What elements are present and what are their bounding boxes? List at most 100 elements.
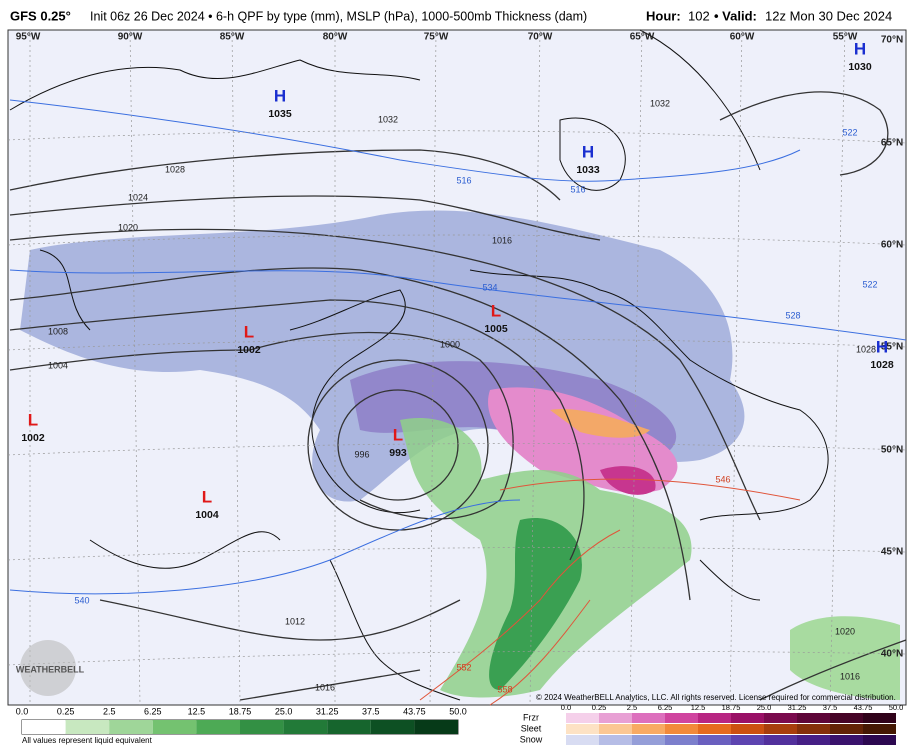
rain-scale-label: 50.0: [449, 706, 467, 716]
mixed-scale-swatch: [632, 735, 665, 745]
rain-scale-swatch: [414, 720, 458, 734]
mixed-scale-swatch: [830, 713, 863, 723]
mixed-scale-swatch: [698, 713, 731, 723]
thickness-label: 516: [456, 175, 471, 185]
longitude-label: 55°W: [833, 32, 858, 43]
isobar-label: 1016: [315, 682, 335, 692]
mixed-scale-swatch: [665, 724, 698, 734]
mixed-scale-swatch: [698, 724, 731, 734]
rain-scale-label: 43.75: [403, 706, 426, 716]
mixed-scale-label: 43.75: [854, 703, 873, 712]
parallel: [7, 650, 907, 666]
thickness-label: 540: [74, 595, 89, 605]
thickness-label: 546: [715, 474, 730, 484]
thickness-label: 522: [842, 127, 857, 137]
heavy-freezing-rain: [600, 466, 656, 495]
rain-scale-swatch: [240, 720, 284, 734]
graticule: [7, 29, 907, 706]
isobar-label: 1020: [835, 626, 855, 636]
pressure-center-value: 1002: [21, 432, 45, 444]
mixed-scale-swatch: [731, 713, 764, 723]
copyright: © 2024 WeatherBELL Analytics, LLC. All r…: [536, 693, 896, 702]
isobar-label: 1028: [856, 344, 876, 354]
rain-scale-label: 18.75: [229, 706, 252, 716]
mixed-scale-label: 12.5: [691, 703, 706, 712]
mixed-scale-label: 25.0: [757, 703, 772, 712]
mixed-scale-swatch: [863, 735, 896, 745]
isobar-label: 996: [354, 449, 369, 459]
latitude-label: 70°N: [881, 35, 903, 46]
mixed-scale-swatch: [698, 735, 731, 745]
rain-scale-label: 2.5: [103, 706, 116, 716]
isobar-label: 1032: [650, 98, 670, 108]
logo: WEATHERBELL: [16, 640, 85, 696]
mixed-scale-swatch: [797, 724, 830, 734]
longitude-label: 70°W: [528, 32, 553, 43]
longitude-label: 80°W: [323, 32, 348, 43]
thickness-label: 522: [862, 279, 877, 289]
latitude-label: 55°N: [881, 342, 903, 353]
mixed-scale-swatch: [764, 713, 797, 723]
hour: 102: [688, 8, 710, 23]
pressure-center-type: L: [393, 425, 403, 444]
mixed-scale-label: 18.75: [722, 703, 741, 712]
rain-scale-swatch: [65, 720, 110, 734]
longitude-label: 95°W: [16, 32, 41, 43]
pressure-center-value: 1004: [195, 509, 219, 521]
mixed-scale-label: 50.0: [889, 703, 904, 712]
legend-note: All values represent liquid equivalent: [22, 736, 153, 745]
rain-scale-label: 12.5: [188, 706, 206, 716]
rain-scale-label: 0.25: [57, 706, 75, 716]
mixed-scale-label: 0.25: [592, 703, 607, 712]
mixed-scale-swatch: [797, 713, 830, 723]
mixed-scale-swatch: [764, 735, 797, 745]
hour-label: Hour:: [646, 8, 681, 23]
longitude-label: 60°W: [730, 32, 755, 43]
mixed-scale-swatch: [764, 724, 797, 734]
mixed-scale-swatch: [665, 735, 698, 745]
rain-scale-swatch: [283, 720, 328, 734]
mixed-scale-swatch: [797, 735, 830, 745]
isobar-label: 1032: [378, 114, 398, 124]
logo-globe: [20, 640, 76, 696]
thickness-label: 534: [482, 282, 497, 292]
mixed-scale-swatch: [599, 724, 632, 734]
pressure-center-type: L: [202, 487, 212, 506]
precip-type-label: Frzr: [523, 712, 539, 722]
rain-scale-label: 6.25: [144, 706, 162, 716]
valid: 12z Mon 30 Dec 2024: [765, 8, 892, 23]
logo-text: WEATHERBELL: [16, 664, 85, 674]
longitude-label: 75°W: [424, 32, 449, 43]
isobar-label: 1024: [128, 192, 148, 202]
mixed-scale-swatch: [632, 713, 665, 723]
rain-scale-swatch: [327, 720, 371, 734]
isobar-label: 1028: [165, 164, 185, 174]
pressure-center-type: H: [582, 142, 594, 161]
thickness-label: 558: [497, 684, 512, 694]
pressure-center-value: 1035: [268, 108, 292, 120]
map: [7, 29, 907, 706]
thickness-label: 528: [785, 310, 800, 320]
pressure-center-value: 1002: [237, 344, 261, 356]
pressure-center-value: 993: [389, 447, 407, 459]
pressure-center-type: L: [244, 322, 254, 341]
latitude-label: 65°N: [881, 138, 903, 149]
rain-scale-swatch: [22, 720, 66, 734]
rain-scale-swatch: [370, 720, 415, 734]
title: GFS 0.25°: [10, 8, 71, 23]
isobar-label: 1008: [48, 326, 68, 336]
latitude-label: 45°N: [881, 547, 903, 558]
valid-label: • Valid:: [714, 8, 757, 23]
mixed-scale-swatch: [599, 735, 632, 745]
latitude-label: 50°N: [881, 445, 903, 456]
parallel: [7, 443, 907, 456]
rain-scale-label: 0.0: [16, 706, 29, 716]
mixed-scale-label: 0.0: [561, 703, 571, 712]
precip-type-label: Sleet: [521, 723, 542, 733]
mixed-scale-swatch: [665, 713, 698, 723]
latitude-label: 60°N: [881, 240, 903, 251]
subtitle: Init 06z 26 Dec 2024 • 6-h QPF by type (…: [90, 9, 587, 23]
precip-type-label: Snow: [520, 734, 543, 744]
parallel: [7, 130, 907, 144]
